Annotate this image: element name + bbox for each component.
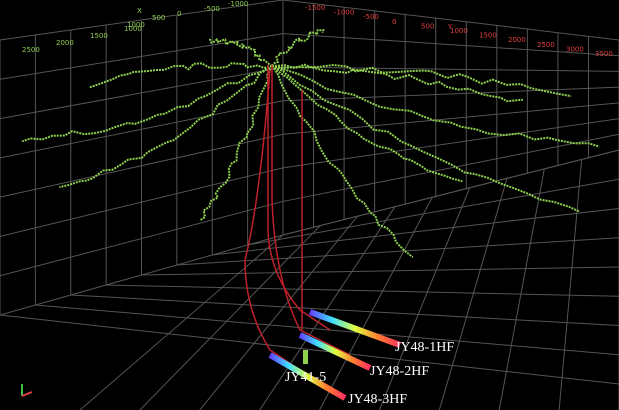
- z-tick-label: 2500: [22, 46, 40, 54]
- background: [0, 0, 619, 410]
- z-tick-label: 2000: [56, 39, 74, 47]
- screenshot: X Y JY48-1HF JY48-2HF JY41-5 JY48-3HF 10…: [0, 0, 619, 410]
- z-tick-label: 1500: [90, 32, 108, 40]
- x-tick-label: 0: [177, 10, 181, 18]
- 3d-view: X Y JY48-1HF JY48-2HF JY41-5 JY48-3HF 10…: [0, 0, 619, 410]
- well-label: JY41-5: [285, 370, 326, 385]
- y-tick-label: 2500: [537, 41, 555, 49]
- y-tick-label: 3500: [595, 50, 613, 58]
- y-tick-label: -1500: [305, 4, 325, 12]
- x-tick-label: 500: [152, 14, 165, 22]
- x-tick-label: -500: [204, 5, 220, 13]
- well-marker: [303, 350, 308, 364]
- well-label: JY48-3HF: [348, 392, 407, 407]
- y-tick-label: 1000: [450, 27, 468, 35]
- y-tick-label: 3000: [566, 45, 584, 53]
- y-tick-label: 0: [392, 18, 396, 26]
- axis-name: X: [137, 7, 142, 15]
- x-tick-label: -1000: [228, 0, 248, 8]
- y-tick-label: 500: [421, 22, 434, 30]
- y-tick-label: -500: [363, 13, 379, 21]
- well-label: JY48-1HF: [395, 340, 454, 355]
- y-tick-label: -1000: [334, 9, 354, 17]
- z-tick-label: 1000: [124, 25, 142, 33]
- well-label: JY48-2HF: [370, 364, 429, 379]
- y-tick-label: 1500: [479, 32, 497, 40]
- y-tick-label: 2000: [508, 36, 526, 44]
